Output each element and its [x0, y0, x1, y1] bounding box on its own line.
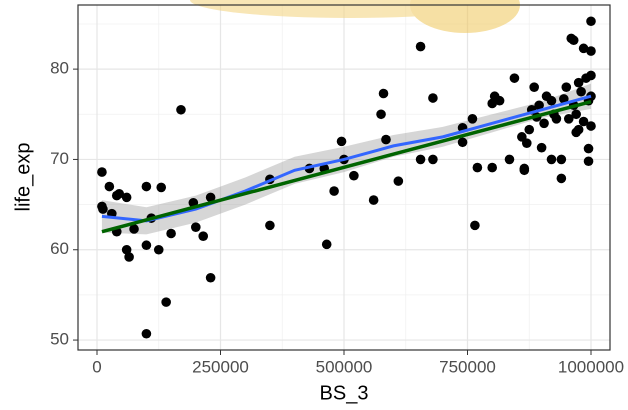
- point: [153, 244, 164, 255]
- point: [470, 220, 480, 231]
- point: [166, 228, 176, 239]
- y-tick-label: 60: [50, 239, 69, 258]
- point: [578, 116, 589, 127]
- point: [336, 136, 347, 147]
- point: [519, 165, 530, 176]
- point: [509, 73, 520, 83]
- point: [141, 181, 152, 192]
- point: [536, 142, 547, 153]
- grid: [78, 5, 610, 350]
- point: [583, 156, 594, 167]
- point: [546, 95, 557, 106]
- point: [472, 162, 483, 173]
- point: [205, 192, 216, 203]
- point: [368, 195, 379, 205]
- point: [573, 77, 584, 88]
- point: [578, 43, 589, 54]
- point: [124, 252, 134, 262]
- point: [393, 176, 404, 186]
- point: [563, 113, 574, 124]
- x-tick-label: 750000: [439, 357, 496, 376]
- point: [573, 124, 584, 135]
- point: [141, 240, 152, 251]
- y-axis-title: life_exp: [12, 143, 34, 212]
- point: [521, 138, 532, 148]
- point: [561, 82, 572, 92]
- point: [156, 182, 167, 193]
- point: [141, 328, 152, 339]
- point: [559, 94, 569, 104]
- x-axis-title: BS_3: [320, 382, 369, 404]
- smooth-line: [101, 94, 592, 223]
- point: [568, 35, 579, 46]
- point: [378, 88, 389, 99]
- point: [467, 113, 478, 124]
- point: [121, 192, 132, 203]
- point: [415, 154, 426, 165]
- fit-line: [101, 99, 592, 234]
- point: [494, 95, 505, 106]
- point: [576, 86, 586, 97]
- y-tick-label: 70: [50, 149, 69, 168]
- x-tick-label: 250000: [192, 357, 249, 376]
- point: [504, 154, 515, 165]
- x-tick-label: 0: [92, 357, 101, 376]
- point: [349, 170, 359, 181]
- point: [129, 224, 139, 234]
- point: [121, 244, 132, 255]
- point: [381, 134, 391, 145]
- point: [571, 109, 581, 120]
- point: [586, 70, 596, 81]
- point: [329, 186, 339, 196]
- point: [524, 124, 535, 135]
- point: [98, 204, 108, 214]
- point: [556, 173, 567, 184]
- point: [104, 181, 115, 192]
- point: [114, 188, 125, 199]
- point: [586, 16, 596, 27]
- point: [198, 231, 209, 242]
- x-tick-label: 1000000: [558, 357, 624, 376]
- x-tick-label: 500000: [316, 357, 373, 376]
- axes: 0 250000 500000 750000 1000000 50 60 70 80: [50, 59, 624, 377]
- point: [586, 46, 596, 56]
- point: [487, 98, 497, 109]
- point: [321, 239, 332, 250]
- point: [97, 167, 107, 177]
- point: [556, 154, 567, 165]
- point: [191, 222, 201, 232]
- point: [428, 93, 438, 103]
- y-tick-label: 50: [50, 330, 69, 349]
- point: [529, 82, 539, 92]
- point: [586, 91, 596, 102]
- point: [546, 154, 557, 165]
- point: [176, 104, 186, 115]
- point: [457, 137, 468, 148]
- point: [415, 41, 426, 52]
- point: [487, 162, 497, 173]
- marks: [97, 16, 596, 339]
- point: [376, 109, 386, 120]
- point: [205, 272, 216, 283]
- point: [551, 113, 562, 124]
- point: [586, 121, 596, 131]
- point: [265, 220, 275, 231]
- point: [583, 143, 594, 154]
- point: [428, 154, 438, 165]
- point: [539, 118, 549, 129]
- point: [534, 100, 544, 111]
- point: [161, 297, 171, 307]
- y-tick-label: 80: [50, 59, 69, 78]
